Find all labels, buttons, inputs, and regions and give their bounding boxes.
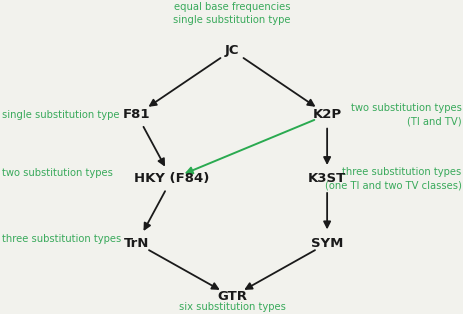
Text: two substitution types: two substitution types — [2, 168, 113, 178]
Text: equal base frequencies
single substitution type: equal base frequencies single substituti… — [173, 2, 290, 25]
Text: JC: JC — [224, 44, 239, 57]
Text: two substitution types
(TI and TV): two substitution types (TI and TV) — [350, 103, 461, 126]
Text: three substitution types
(one TI and two TV classes): three substitution types (one TI and two… — [324, 167, 461, 191]
Text: GTR: GTR — [217, 290, 246, 303]
Text: six substitution types: six substitution types — [178, 302, 285, 312]
Text: single substitution type: single substitution type — [2, 110, 119, 120]
Text: K3ST: K3ST — [307, 172, 345, 186]
Text: K2P: K2P — [312, 108, 341, 121]
Text: HKY (F84): HKY (F84) — [134, 172, 209, 186]
Text: SYM: SYM — [310, 237, 343, 250]
Text: F81: F81 — [123, 108, 150, 121]
Text: TrN: TrN — [124, 237, 149, 250]
Text: three substitution types: three substitution types — [2, 234, 121, 244]
